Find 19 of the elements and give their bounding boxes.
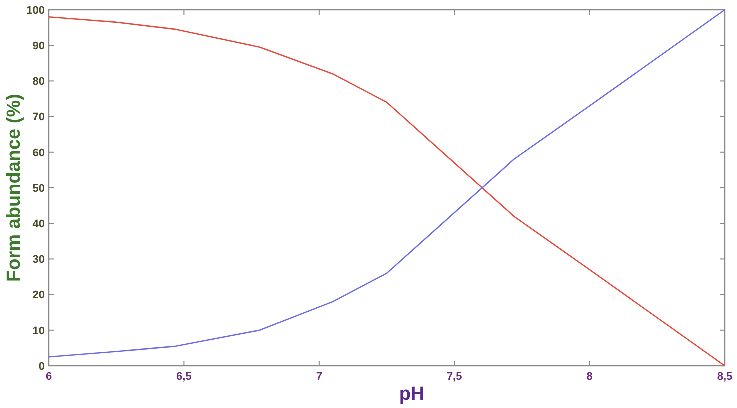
x-tick-label: 6	[46, 371, 52, 383]
y-tick-label: 80	[32, 76, 45, 88]
y-tick-label: 10	[32, 325, 45, 338]
y-tick-label: 30	[32, 254, 45, 266]
y-axis-title: Form abundance (%)	[4, 94, 25, 282]
x-tick-label: 7	[316, 371, 322, 383]
x-axis-title: pH	[399, 384, 425, 405]
y-tick-label: 40	[32, 218, 45, 230]
x-tick-label: 8,5	[717, 371, 733, 383]
y-tick-label: 60	[32, 147, 45, 160]
x-tick-label: 7,5	[446, 371, 462, 383]
y-tick-label: 70	[32, 112, 45, 124]
y-tick-label: 90	[32, 40, 45, 52]
x-tick-label: 6,5	[176, 371, 192, 383]
y-tick-label: 0	[38, 360, 45, 373]
y-tick-label: 50	[32, 182, 45, 195]
y-tick-label: 100	[26, 4, 45, 17]
y-tick-label: 20	[32, 290, 45, 302]
x-tick-label: 8	[586, 371, 593, 383]
